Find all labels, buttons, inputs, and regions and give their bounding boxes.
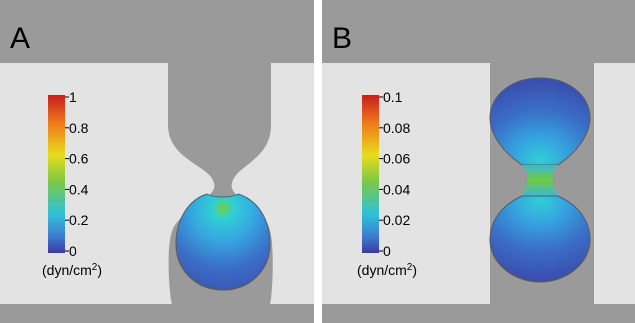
panel-b: 0.1 0.08 0.06 0.04 0.02 0 (dyn/cm2) B — [322, 0, 635, 323]
colorbar-tick-label: 0.2 — [69, 212, 89, 228]
panel-b-channel-right — [594, 63, 635, 304]
panel-b-label: B — [332, 22, 352, 55]
panel-a-colorbar — [48, 95, 65, 253]
panel-b-colorbar-ticks: 0.1 0.08 0.06 0.04 0.02 0 — [379, 89, 410, 259]
panel-a-label: A — [10, 22, 30, 55]
colorbar-tick-label: 0.1 — [383, 89, 403, 105]
panel-b-cell-top — [489, 77, 591, 166]
panel-divider — [314, 0, 322, 323]
colorbar-tick-label: 0.06 — [383, 151, 410, 167]
panel-b-colorbar — [362, 95, 379, 253]
panel-b-cell-bottom — [489, 195, 591, 283]
colorbar-tick-label: 1 — [69, 89, 77, 105]
colorbar-tick-label: 0 — [383, 243, 391, 259]
panel-a: 1 0.8 0.6 0.4 0.2 0 (dyn/cm2) A — [0, 0, 314, 323]
panel-a-colorbar-unit: (dyn/cm2) — [42, 262, 102, 278]
panel-a-colorbar-ticks: 1 0.8 0.6 0.4 0.2 0 — [65, 89, 89, 259]
panel-a-channel-right — [231, 63, 314, 304]
panel-b-colorbar-unit: (dyn/cm2) — [357, 262, 417, 278]
panel-b-cell-neck — [522, 165, 558, 196]
colorbar-tick-label: 0.4 — [69, 181, 89, 197]
colorbar-tick-label: 0.02 — [383, 212, 410, 228]
colorbar-tick-label: 0 — [69, 243, 77, 259]
colorbar-tick-label: 0.04 — [383, 181, 410, 197]
colorbar-tick-label: 0.6 — [69, 151, 89, 167]
colorbar-tick-label: 0.8 — [69, 120, 89, 136]
panel-a-cell — [175, 193, 271, 291]
colorbar-tick-label: 0.08 — [383, 120, 410, 136]
